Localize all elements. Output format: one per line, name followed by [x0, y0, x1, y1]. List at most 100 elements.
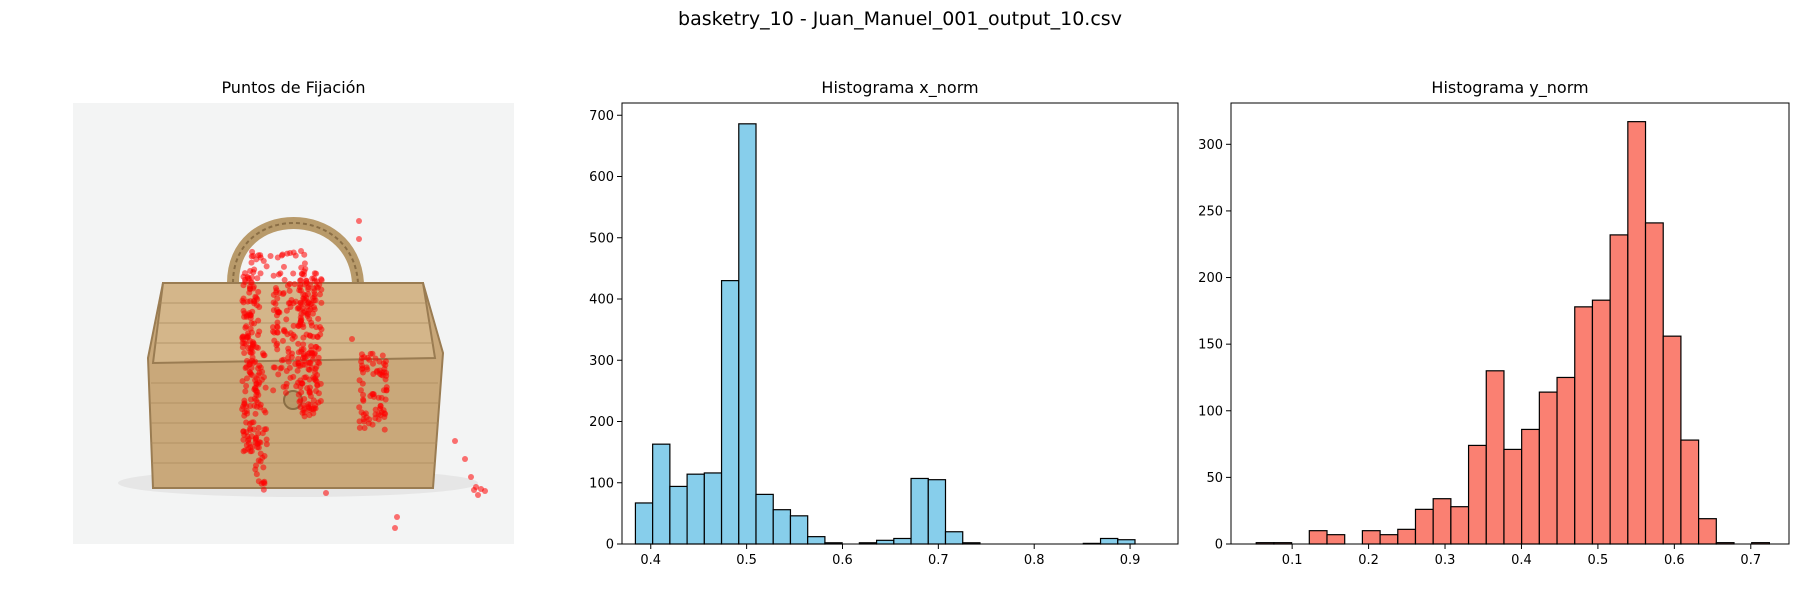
fixation-point — [308, 322, 315, 329]
y-tick-label: 400 — [589, 293, 614, 308]
fixation-point — [267, 253, 274, 260]
fixation-point — [360, 397, 367, 404]
fixation-point — [290, 322, 297, 329]
histogram-bar — [1379, 534, 1399, 545]
fixation-point — [286, 364, 293, 371]
fixation-point — [452, 438, 458, 444]
fixation-point — [383, 369, 390, 376]
fixation-point — [241, 412, 248, 419]
fixation-point — [248, 364, 255, 371]
fixation-point — [306, 404, 313, 411]
fixation-point — [315, 315, 322, 322]
x-tick-label: 0.9 — [1120, 553, 1141, 568]
fixation-point — [248, 279, 255, 286]
fixation-point — [301, 395, 308, 402]
fixation-point — [247, 425, 254, 432]
fixation-point — [303, 277, 310, 284]
fixation-point — [252, 435, 259, 442]
fixation-point — [252, 377, 259, 384]
fixation-point — [287, 374, 294, 381]
fixation-point — [366, 416, 373, 423]
fixation-point — [254, 275, 261, 282]
fixation-point — [482, 488, 488, 494]
fixation-point — [285, 358, 292, 365]
fixation-point — [263, 426, 270, 433]
fixation-point — [255, 457, 262, 464]
fixation-point — [292, 298, 299, 305]
fixation-point — [255, 424, 262, 431]
fixation-point — [247, 325, 254, 332]
fixation-point — [305, 350, 312, 357]
fixation-point — [379, 352, 386, 359]
fixation-point — [298, 380, 305, 387]
fixation-point — [306, 412, 313, 419]
fixation-point — [275, 271, 282, 278]
fixation-point — [246, 285, 253, 292]
y-tick-label: 0 — [606, 538, 614, 553]
fixation-point — [240, 436, 247, 443]
fixation-point — [285, 300, 292, 307]
fixation-point — [298, 248, 305, 255]
fixation-point — [294, 367, 301, 374]
x-tick-label: 0.6 — [1664, 553, 1685, 568]
fixation-point — [300, 334, 307, 341]
fixation-point — [260, 486, 267, 493]
fixation-point — [318, 277, 325, 284]
y-tick-label: 300 — [589, 354, 614, 369]
fixation-point — [243, 419, 250, 426]
fixation-point — [315, 390, 322, 397]
fixation-point — [375, 394, 382, 401]
fixation-point — [262, 384, 269, 391]
fixation-point — [295, 391, 302, 398]
fixation-point — [249, 339, 256, 346]
fixation-point — [310, 285, 317, 292]
fixation-point — [241, 340, 248, 347]
fixation-point — [270, 387, 277, 394]
y-hist-title: Histograma y_norm — [1431, 78, 1589, 97]
fixation-point — [241, 349, 248, 356]
fixation-point — [263, 441, 270, 448]
fixation-point — [242, 388, 249, 395]
y-tick-label: 100 — [1198, 404, 1223, 419]
fixation-point — [241, 397, 248, 404]
fixation-point — [245, 345, 252, 352]
fixation-point — [248, 349, 255, 356]
fixation-point — [254, 440, 261, 447]
fixation-point — [311, 376, 318, 383]
fixation-point — [245, 330, 252, 337]
fixation-point — [253, 302, 260, 309]
histogram-bar — [1467, 444, 1487, 545]
fixation-point — [255, 478, 262, 485]
fixation-point — [372, 406, 379, 413]
y-tick-label: 150 — [1198, 338, 1223, 353]
fixation-point — [313, 363, 320, 370]
fixation-point — [284, 250, 291, 257]
histogram-bar — [1397, 528, 1417, 545]
fixation-point — [248, 320, 255, 327]
fixation-point — [370, 360, 377, 367]
histogram-bar — [1485, 370, 1505, 545]
fixation-point — [249, 372, 256, 379]
histogram-bar — [1698, 518, 1717, 545]
fixation-point — [274, 329, 281, 336]
x-tick-label: 0.7 — [928, 553, 949, 568]
fixation-point — [260, 464, 267, 471]
fixation-point — [468, 474, 474, 480]
fixation-point — [274, 295, 281, 302]
fixation-photo — [73, 103, 514, 544]
fixation-point — [248, 259, 255, 266]
fixation-point — [311, 277, 318, 284]
fixation-point — [295, 340, 302, 347]
fixation-point — [372, 355, 379, 362]
fixation-point — [301, 357, 308, 364]
x-tick-label: 0.6 — [832, 553, 853, 568]
histogram-bar — [1574, 306, 1594, 545]
fixation-point — [296, 306, 303, 313]
fixation-point — [253, 344, 260, 351]
fixation-point — [314, 382, 321, 389]
figure-suptitle: basketry_10 - Juan_Manuel_001_output_10.… — [678, 8, 1122, 30]
fixation-point — [356, 377, 363, 384]
histogram-bar — [1538, 391, 1558, 545]
fixation-point — [380, 360, 387, 367]
